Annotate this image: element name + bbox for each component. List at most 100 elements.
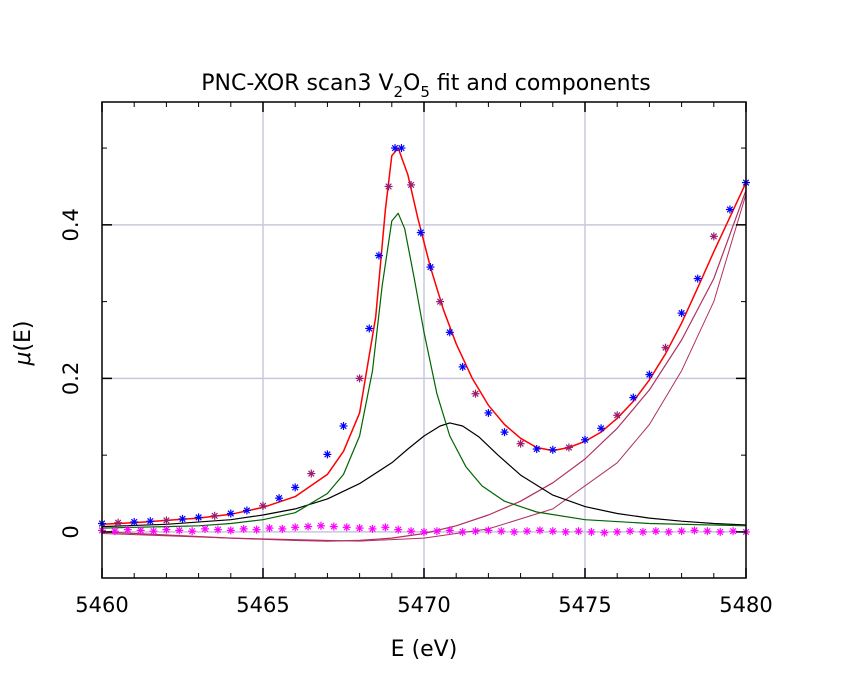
residual-point	[484, 526, 493, 535]
chart-title-sub2: 5	[420, 83, 430, 101]
residual-point	[432, 527, 441, 536]
data-point	[146, 517, 155, 526]
residual-point	[561, 527, 570, 536]
residual-point	[316, 521, 325, 530]
residual-point	[445, 526, 454, 535]
residual-point	[329, 522, 338, 531]
data-point	[397, 144, 406, 153]
y-axis-label: μ(E)	[11, 320, 36, 366]
residual-point	[213, 525, 222, 534]
residual-point	[407, 527, 416, 536]
residual-point	[265, 524, 274, 533]
data-point	[693, 274, 702, 283]
fit-line	[101, 147, 747, 526]
data-point	[426, 263, 435, 272]
residual-point	[252, 525, 261, 534]
residual-point	[342, 523, 351, 532]
data-point	[445, 328, 454, 337]
data-point	[178, 514, 187, 523]
step-tail-line	[101, 193, 747, 542]
data-point	[516, 439, 525, 448]
residual-point	[304, 522, 313, 531]
ticks-layer: 5460 5465 5470 5475 5480 0 0.2 0.4	[59, 102, 773, 617]
data-point	[339, 421, 348, 430]
x-tick-label: 5480	[719, 593, 772, 617]
data-point	[564, 443, 573, 452]
data-point	[709, 232, 718, 241]
data-point	[581, 435, 589, 444]
residual-point	[458, 527, 467, 536]
data-point	[226, 509, 235, 518]
residual-point	[188, 527, 197, 536]
y-tick-label: 0.2	[59, 362, 83, 395]
y-tick-label: 0.4	[59, 208, 83, 241]
residual-point	[420, 527, 428, 536]
residual-point	[626, 527, 635, 536]
data-point	[500, 428, 509, 437]
data-point	[597, 424, 606, 433]
residual-point	[497, 527, 506, 536]
data-point	[259, 501, 267, 510]
residual-point	[651, 527, 660, 536]
residual-point	[368, 524, 377, 533]
residual-point	[381, 523, 390, 532]
series-layer	[98, 144, 750, 542]
chart-title: PNC-XOR scan3 V2O5 fit and components	[201, 71, 650, 101]
residual-point	[394, 525, 403, 534]
residual-point	[278, 524, 287, 533]
chart-title-sub1: 2	[394, 83, 404, 101]
data-point	[291, 483, 300, 492]
data-point	[210, 511, 219, 520]
chart-title-prefix: PNC-XOR scan3 V	[201, 71, 393, 96]
residual-point	[239, 524, 248, 533]
residual-point	[535, 526, 544, 535]
residual-point	[638, 527, 647, 536]
data-point	[484, 408, 493, 417]
chart-title-suffix: fit and components	[430, 71, 651, 96]
residual-point	[201, 524, 210, 533]
residual-point	[690, 526, 699, 535]
residual-point	[729, 527, 738, 536]
data-point	[407, 180, 416, 189]
y-axis-label-greek: μ	[11, 352, 36, 367]
residual-point	[677, 527, 686, 536]
residual-point	[136, 526, 145, 535]
data-point	[242, 506, 251, 515]
peak1-line	[101, 212, 747, 529]
data-point	[114, 518, 123, 527]
residual-point	[716, 527, 725, 536]
x-tick-label: 5460	[75, 593, 128, 617]
residual-point	[600, 528, 609, 537]
residual-point	[548, 527, 557, 536]
data-point	[458, 362, 467, 371]
residual-point	[587, 527, 596, 536]
data-point	[275, 494, 284, 503]
data-point	[365, 324, 374, 333]
data-point	[416, 228, 425, 237]
data-point	[661, 343, 670, 352]
residual-point	[149, 527, 158, 536]
data-point	[374, 251, 383, 260]
residual-point	[355, 524, 364, 533]
residual-point	[226, 526, 235, 535]
data-point	[471, 389, 480, 398]
data-point	[130, 517, 139, 526]
x-tick-label: 5465	[236, 593, 289, 617]
x-tick-label: 5470	[397, 593, 450, 617]
residual-point	[510, 527, 519, 536]
data-point	[355, 374, 364, 383]
residual-point	[574, 527, 583, 536]
step-line	[101, 190, 747, 542]
data-point	[194, 513, 203, 522]
residual-point	[703, 527, 712, 536]
residual-point	[291, 523, 300, 532]
y-tick-label: 0	[59, 525, 83, 538]
data-point	[645, 370, 654, 379]
residual-point	[175, 526, 184, 535]
data-point	[613, 411, 622, 420]
data-point	[677, 309, 686, 318]
data-point	[307, 469, 316, 478]
x-axis-label: E (eV)	[391, 637, 458, 662]
